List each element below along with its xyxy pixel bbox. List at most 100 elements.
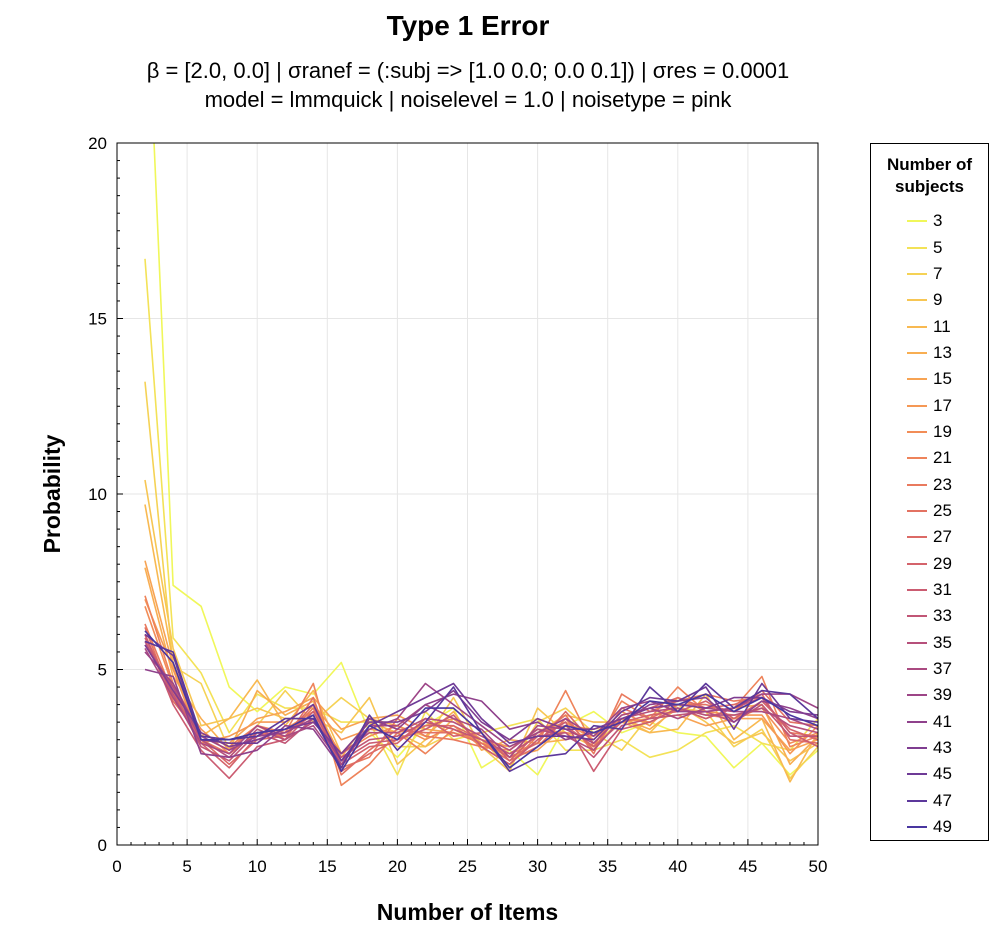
- legend-swatch: [907, 799, 927, 802]
- legend-label: 11: [933, 316, 951, 336]
- series-line-49: [144, 630, 818, 773]
- legend-swatch: [907, 773, 927, 776]
- legend-label: 31: [933, 579, 952, 599]
- series-line-21: [144, 595, 818, 787]
- legend-label: 15: [933, 369, 952, 389]
- legend-swatch: [907, 720, 927, 723]
- legend-item-43: 43: [907, 735, 952, 761]
- legend-swatch: [907, 351, 927, 354]
- x-tick-label: 25: [458, 857, 477, 876]
- y-tick-label: 0: [98, 836, 107, 855]
- x-tick-label: 45: [738, 857, 757, 876]
- legend-label: 13: [933, 342, 952, 362]
- legend-item-27: 27: [907, 524, 952, 550]
- legend-item-11: 11: [907, 313, 952, 339]
- legend-swatch: [907, 509, 927, 512]
- legend-label: 5: [933, 237, 943, 257]
- x-axis-label: Number of Items: [377, 899, 558, 925]
- legend-item-9: 9: [907, 287, 952, 313]
- legend-title: Number of subjects: [887, 155, 972, 196]
- legend-item-13: 13: [907, 340, 952, 366]
- legend-label: 39: [933, 685, 952, 705]
- legend: Number of subjects 3 5 7 9 11 13 15 17 19 21 23 25 2…: [870, 143, 989, 841]
- legend-label: 19: [933, 421, 952, 441]
- legend-swatch: [907, 536, 927, 539]
- legend-swatch: [907, 325, 927, 328]
- legend-item-33: 33: [907, 603, 952, 629]
- legend-item-39: 39: [907, 682, 952, 708]
- x-tick-label: 10: [248, 857, 267, 876]
- legend-item-47: 47: [907, 788, 952, 814]
- legend-label: 27: [933, 527, 952, 547]
- series-line-43: [144, 644, 818, 755]
- legend-label: 47: [933, 790, 952, 810]
- legend-label: 43: [933, 738, 952, 758]
- x-tick-label: 35: [598, 857, 617, 876]
- legend-swatch: [907, 826, 927, 829]
- legend-item-19: 19: [907, 419, 952, 445]
- legend-swatch: [907, 457, 927, 460]
- legend-label: 17: [933, 395, 952, 415]
- legend-label: 23: [933, 474, 952, 494]
- legend-items: 3 5 7 9 11 13 15 17 19 21 23 25 27 29 31 33 35 37 39 41 43 45…: [907, 208, 952, 840]
- legend-swatch: [907, 588, 927, 591]
- x-tick-label: 0: [112, 857, 121, 876]
- legend-swatch: [907, 747, 927, 750]
- x-tick-label: 15: [318, 857, 337, 876]
- x-tick-label: 30: [528, 857, 547, 876]
- y-tick-label: 10: [88, 485, 107, 504]
- legend-item-23: 23: [907, 471, 952, 497]
- legend-item-29: 29: [907, 550, 952, 576]
- legend-label: 29: [933, 553, 952, 573]
- legend-item-45: 45: [907, 761, 952, 787]
- legend-swatch: [907, 299, 927, 302]
- legend-label: 45: [933, 764, 952, 784]
- legend-item-25: 25: [907, 498, 952, 524]
- legend-item-3: 3: [907, 208, 952, 234]
- legend-item-7: 7: [907, 261, 952, 287]
- x-tick-label: 20: [388, 857, 407, 876]
- legend-item-15: 15: [907, 366, 952, 392]
- series-line-35: [144, 644, 818, 759]
- legend-item-49: 49: [907, 814, 952, 840]
- series-line-41: [144, 668, 818, 769]
- legend-swatch: [907, 246, 927, 249]
- legend-label: 35: [933, 632, 952, 652]
- y-tick-label: 5: [98, 661, 107, 680]
- legend-swatch: [907, 562, 927, 565]
- legend-swatch: [907, 483, 927, 486]
- legend-label: 9: [933, 290, 943, 310]
- legend-swatch: [907, 668, 927, 671]
- legend-swatch: [907, 641, 927, 644]
- legend-label: 37: [933, 659, 952, 679]
- legend-label: 41: [933, 711, 952, 731]
- chart-subtitle-line-1: β = [2.0, 0.0] | σranef = (:subj => [1.0…: [146, 58, 790, 83]
- series-line-45: [144, 633, 818, 762]
- series-line-3: [153, 143, 818, 776]
- legend-swatch: [907, 430, 927, 433]
- legend-item-35: 35: [907, 630, 952, 656]
- x-tick-label: 50: [809, 857, 828, 876]
- legend-label: 21: [933, 448, 952, 468]
- y-tick-label: 20: [88, 134, 107, 153]
- legend-item-17: 17: [907, 392, 952, 418]
- legend-swatch: [907, 615, 927, 618]
- legend-label: 3: [933, 211, 943, 231]
- chart-subtitle-line-2: model = lmmquick | noiselevel = 1.0 | no…: [204, 87, 732, 112]
- legend-item-31: 31: [907, 577, 952, 603]
- y-axis-label: Probability: [39, 434, 65, 553]
- legend-item-5: 5: [907, 234, 952, 260]
- legend-label: 49: [933, 817, 952, 837]
- legend-item-21: 21: [907, 445, 952, 471]
- legend-swatch: [907, 694, 927, 697]
- legend-item-37: 37: [907, 656, 952, 682]
- axis-ticks: 0 5 10 15 20 25 30 35 40 45 50 0 5 10 15 20: [88, 134, 827, 876]
- chart-title: Type 1 Error: [386, 10, 550, 41]
- legend-label: 7: [933, 263, 943, 283]
- legend-label: 25: [933, 500, 952, 520]
- series-group: [144, 143, 818, 787]
- x-tick-label: 40: [668, 857, 687, 876]
- legend-item-41: 41: [907, 709, 952, 735]
- legend-label: 33: [933, 606, 952, 626]
